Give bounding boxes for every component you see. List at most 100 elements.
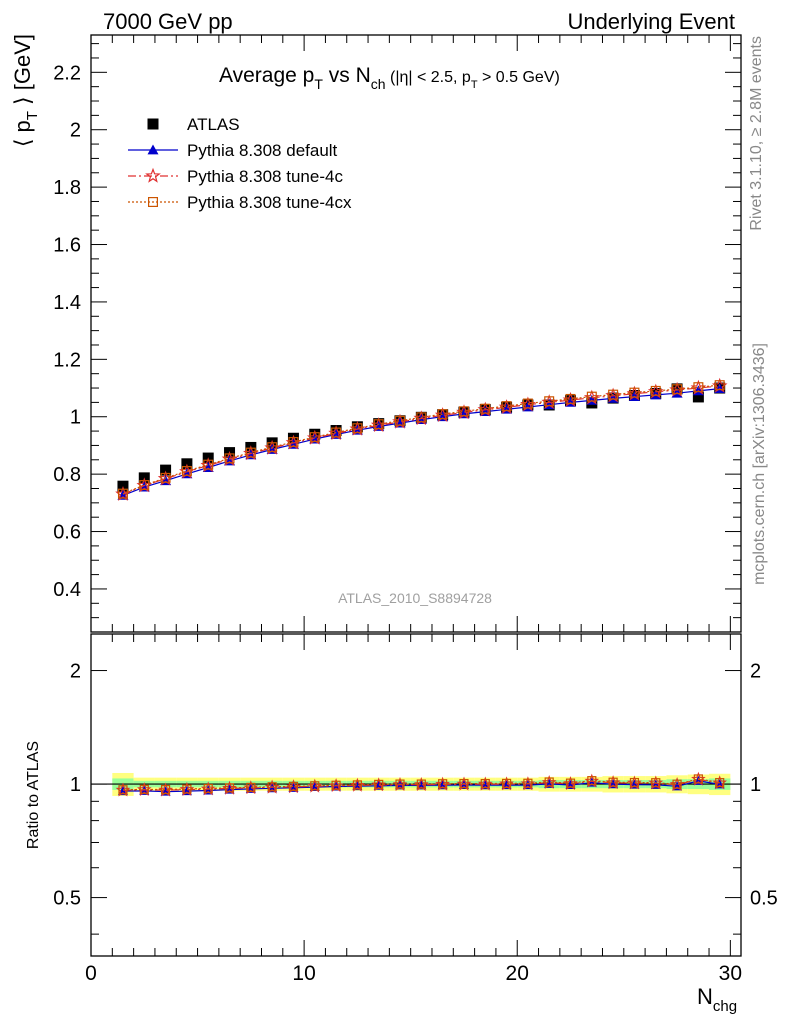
title-vs: vs N xyxy=(323,64,371,87)
ratio-point-pythia-8-308-tune-4cx xyxy=(374,779,384,790)
series-line-pythia-8-308-tune-4cx xyxy=(122,384,720,495)
ratio-point-pythia-8-308-tune-4cx xyxy=(352,780,362,790)
data-point-pythia-8-308-tune-4cx xyxy=(267,442,278,453)
data-point-pythia-8-308-tune-4cx xyxy=(565,393,576,404)
data-point-pythia-8-308-tune-4cx xyxy=(672,384,683,395)
series-line-pythia-8-308-default xyxy=(122,388,720,496)
y-tick-label: 0.6 xyxy=(53,522,81,544)
mcplots-label: mcplots.cern.ch [arXiv:1306.3436] xyxy=(751,343,768,585)
ratio-point-pythia-8-308-tune-4cx xyxy=(288,781,299,791)
ratio-tick-label-right: 0.5 xyxy=(750,888,778,910)
data-point-pythia-8-308-tune-4cx xyxy=(203,459,214,470)
data-point-atlas xyxy=(692,391,704,403)
data-point-pythia-8-308-tune-4cx xyxy=(224,453,235,464)
y-tick-label: 1.2 xyxy=(53,349,81,371)
ratio-point-pythia-8-308-tune-4cx xyxy=(182,784,192,794)
y-tick-label: 2.2 xyxy=(53,62,81,84)
ratio-point-pythia-8-308-tune-4cx xyxy=(224,783,235,793)
ratio-point-pythia-8-308-tune-4cx xyxy=(693,774,703,784)
data-point-pythia-8-308-tune-4cx xyxy=(309,432,320,443)
ratio-point-pythia-8-308-tune-4cx xyxy=(523,778,533,788)
data-point-pythia-8-308-tune-4cx xyxy=(458,406,469,417)
data-point-pythia-8-308-tune-4cx xyxy=(501,401,512,412)
ratio-line-pythia-8-308-tune-4c xyxy=(122,778,720,791)
y-tick-label: 1.4 xyxy=(53,292,81,314)
legend-label-pythia-8-308-tune-4c: Pythia 8.308 tune-4c xyxy=(187,167,343,186)
data-point-pythia-8-308-tune-4cx xyxy=(288,436,299,447)
main-frame xyxy=(90,34,742,633)
title-sub3: T xyxy=(471,79,478,91)
legend-label-pythia-8-308-default: Pythia 8.308 default xyxy=(187,141,338,160)
data-point-pythia-8-308-tune-4cx xyxy=(139,480,150,491)
header-left: 7000 GeV pp xyxy=(103,9,233,34)
data-point-pythia-8-308-tune-4cx xyxy=(416,412,427,423)
data-point-pythia-8-308-tune-4cx xyxy=(245,447,256,458)
data-point-pythia-8-308-tune-4cx xyxy=(331,427,342,438)
title-cond1: (|η| < 2.5, p xyxy=(386,69,471,86)
ratio-frame xyxy=(90,633,742,957)
ratio-point-pythia-8-308-tune-4cx xyxy=(267,782,277,792)
ratio-point-pythia-8-308-tune-4cx xyxy=(480,778,490,789)
y-tick-label: 1.6 xyxy=(53,235,81,257)
ratio-point-pythia-8-308-tune-4cx xyxy=(715,777,725,788)
ratio-point-pythia-8-308-tune-4cx xyxy=(544,777,554,787)
y-tick-label: 1 xyxy=(70,407,81,429)
rivet-label: Rivet 3.1.10, ≥ 2.8M events xyxy=(748,36,765,231)
data-point-atlas xyxy=(287,432,299,444)
ylabel-post: ⟩ [GeV] xyxy=(10,34,35,111)
x-axis-label: Nchg xyxy=(697,984,737,1015)
data-point-pythia-8-308-tune-4cx xyxy=(117,488,128,499)
data-point-pythia-8-308-tune-4cx xyxy=(181,465,192,476)
legend-marker-pythia-8-308-tune-4cx xyxy=(148,197,159,208)
ratio-tick-label-left: 2 xyxy=(70,661,81,683)
data-point-pythia-8-308-tune-4cx xyxy=(352,423,363,434)
data-point-atlas xyxy=(160,464,172,476)
y-axis-label: ⟨ pT ⟩ [GeV] xyxy=(10,34,41,147)
ratio-point-pythia-8-308-tune-4cx xyxy=(395,779,405,789)
xlabel-sub: chg xyxy=(713,998,737,1015)
ratio-point-pythia-8-308-tune-4cx xyxy=(501,778,512,789)
ratio-point-pythia-8-308-tune-4cx xyxy=(587,776,597,786)
ratio-point-pythia-8-308-tune-4cx xyxy=(203,783,213,794)
ratio-point-pythia-8-308-tune-4cx xyxy=(160,784,171,795)
data-point-pythia-8-308-tune-4cx xyxy=(586,391,597,402)
legend-label-atlas: ATLAS xyxy=(187,115,240,134)
x-tick-label: 30 xyxy=(719,962,742,985)
ratio-point-pythia-8-308-tune-4cx xyxy=(438,779,448,789)
ratio-point-pythia-8-308-tune-4cx xyxy=(672,779,682,789)
title-cond2: > 0.5 GeV) xyxy=(478,69,560,86)
ratio-point-pythia-8-308-tune-4cx xyxy=(629,777,640,788)
y-tick-label: 1.8 xyxy=(53,177,81,199)
ratio-tick-label-right: 1 xyxy=(750,774,761,796)
analysis-label: ATLAS_2010_S8894728 xyxy=(338,590,492,606)
data-point-pythia-8-308-tune-4cx xyxy=(544,396,555,407)
ratio-point-pythia-8-308-tune-4cx xyxy=(565,778,576,788)
y-tick-label: 2 xyxy=(70,120,81,142)
data-point-pythia-8-308-tune-4cx xyxy=(160,472,171,483)
ratio-line-pythia-8-308-tune-4cx xyxy=(122,778,720,791)
ratio-y-axis-label: Ratio to ATLAS xyxy=(25,741,42,849)
data-point-pythia-8-308-tune-4cx xyxy=(608,389,619,400)
ratio-point-pythia-8-308-tune-4cx xyxy=(246,782,256,793)
ratio-point-pythia-8-308-tune-4cx xyxy=(459,778,469,789)
ratio-point-pythia-8-308-tune-4cx xyxy=(118,785,128,795)
ratio-point-pythia-8-308-tune-4cx xyxy=(651,778,661,788)
data-point-pythia-8-308-tune-4cx xyxy=(395,415,406,426)
ratio-point-pythia-8-308-tune-4cx xyxy=(608,777,618,787)
ratio-tick-label-left: 0.5 xyxy=(53,888,81,910)
title-sub1: T xyxy=(314,76,323,92)
data-point-pythia-8-308-tune-4cx xyxy=(480,403,491,414)
chart-title: Average pT vs Nch (|η| < 2.5, pT > 0.5 G… xyxy=(219,64,560,92)
legend: ATLAS Pythia 8.308 default Pythia 8.308 tu… xyxy=(128,115,352,212)
x-tick-label: 20 xyxy=(506,962,529,985)
ratio-point-pythia-8-308-tune-4cx xyxy=(416,779,426,789)
series-line-pythia-8-308-tune-4c xyxy=(122,385,720,495)
y-tick-label: 0.4 xyxy=(53,579,81,601)
legend-marker-pythia-8-308-tune-4c xyxy=(145,167,161,183)
x-tick-label: 10 xyxy=(292,962,315,985)
legend-label-pythia-8-308-tune-4cx: Pythia 8.308 tune-4cx xyxy=(187,193,352,212)
data-point-pythia-8-308-tune-4cx xyxy=(693,382,704,393)
x-tick-label: 0 xyxy=(85,962,97,985)
data-point-pythia-8-308-tune-4cx xyxy=(373,419,384,430)
